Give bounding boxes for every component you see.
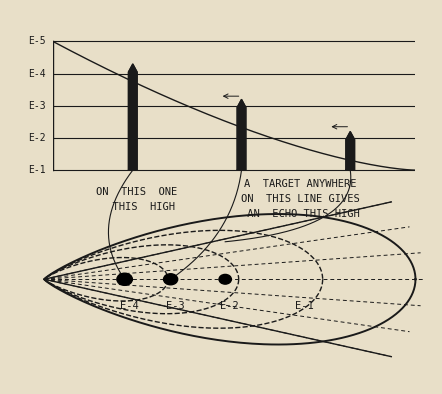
Polygon shape xyxy=(237,99,246,170)
Text: E-2: E-2 xyxy=(220,301,239,311)
Text: A  TARGET ANYWHERE
ON  THIS LINE GIVES
 AN  ECHO THIS HIGH: A TARGET ANYWHERE ON THIS LINE GIVES AN … xyxy=(241,179,360,219)
Text: ON  THIS  ONE
  THIS  HIGH: ON THIS ONE THIS HIGH xyxy=(96,187,178,212)
Polygon shape xyxy=(129,64,137,170)
Text: E-1: E-1 xyxy=(28,165,46,175)
Polygon shape xyxy=(346,132,354,170)
Text: E-2: E-2 xyxy=(28,133,46,143)
Ellipse shape xyxy=(219,274,232,284)
Ellipse shape xyxy=(164,274,178,285)
Ellipse shape xyxy=(117,273,133,285)
Text: E-4: E-4 xyxy=(120,301,138,311)
Text: E-4: E-4 xyxy=(28,69,46,79)
Text: E-5: E-5 xyxy=(28,37,46,46)
Text: E-3: E-3 xyxy=(166,301,184,311)
Text: E-1: E-1 xyxy=(295,301,313,311)
Text: E-3: E-3 xyxy=(28,101,46,111)
